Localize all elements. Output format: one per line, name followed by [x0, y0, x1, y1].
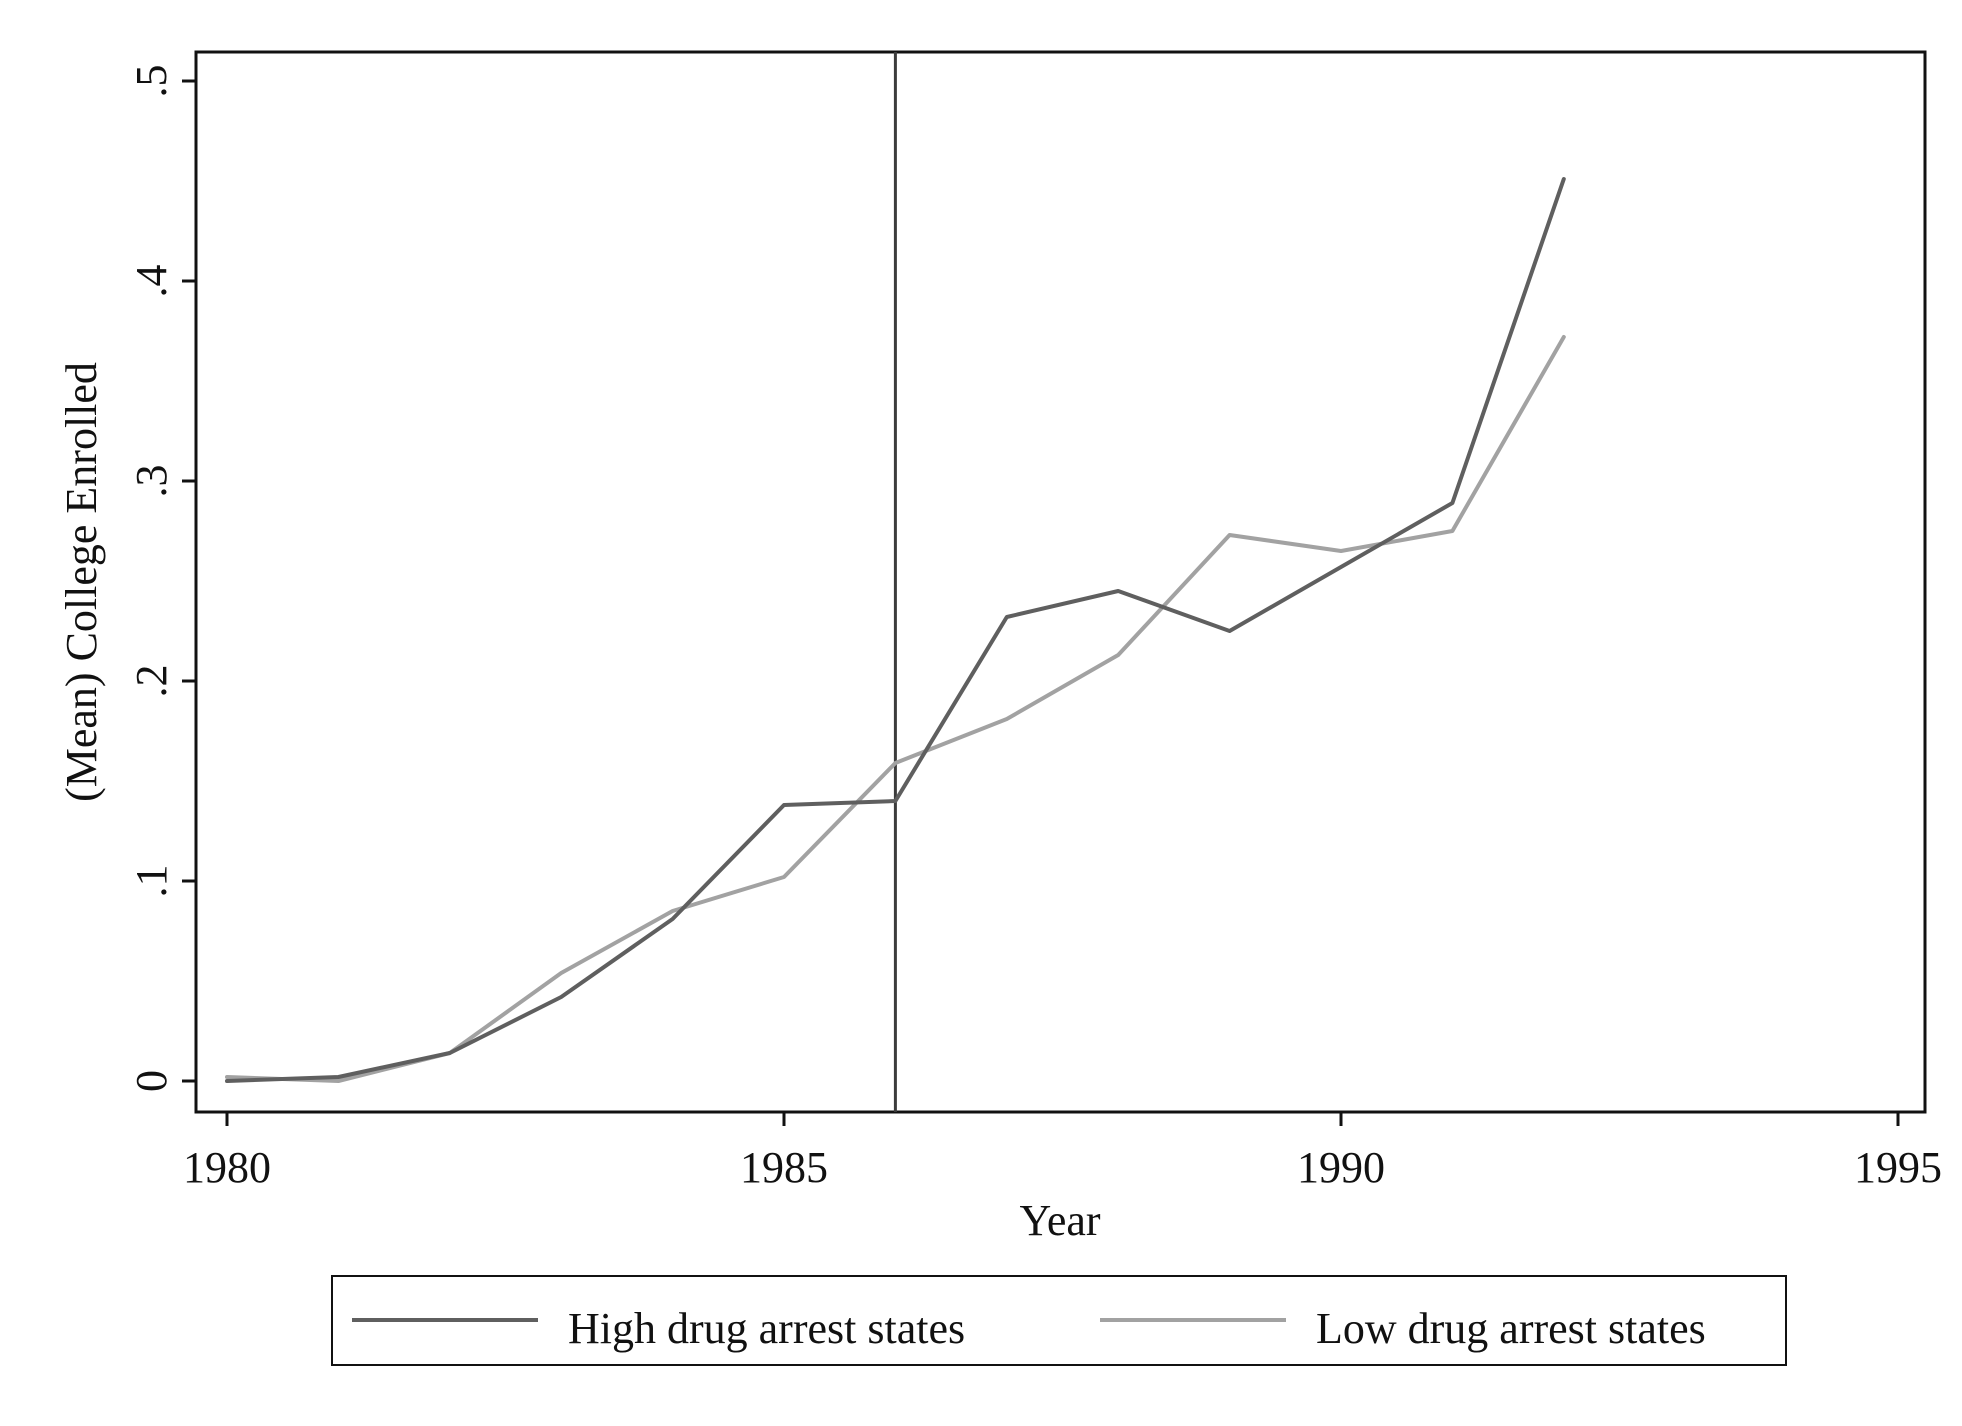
- y-axis-title: (Mean) College Enrolled: [57, 362, 106, 802]
- x-tick-label-1: 1985: [740, 1143, 828, 1192]
- legend-box: [331, 1275, 1787, 1366]
- x-tick-label-0: 1980: [183, 1143, 271, 1192]
- y-tick-label-5: .5: [127, 65, 176, 98]
- plot-frame: [194, 50, 1927, 1114]
- y-tick-label-2: .2: [127, 665, 176, 698]
- y-tick-label-0: 0: [127, 1070, 176, 1092]
- legend-label-low: Low drug arrest states: [1316, 1304, 1706, 1353]
- y-tick-label-1: .1: [127, 865, 176, 898]
- y-axis: 0 .1 .2 .3 .4 .5: [127, 65, 196, 1092]
- legend: High drug arrest states Low drug arrest …: [331, 1275, 1787, 1366]
- plot-area: [194, 50, 1927, 1114]
- legend-label-high: High drug arrest states: [568, 1304, 965, 1353]
- series-layer: [225, 177, 1566, 1083]
- x-tick-label-2: 1990: [1297, 1143, 1385, 1192]
- y-tick-label-4: .4: [127, 265, 176, 298]
- x-tick-label-3: 1995: [1854, 1143, 1942, 1192]
- x-axis: 1980 1985 1990 1995: [183, 1112, 1942, 1192]
- x-axis-title: Year: [1019, 1196, 1100, 1245]
- y-tick-label-3: .3: [127, 465, 176, 498]
- series-line-high-drug-arrest: [225, 177, 1566, 1083]
